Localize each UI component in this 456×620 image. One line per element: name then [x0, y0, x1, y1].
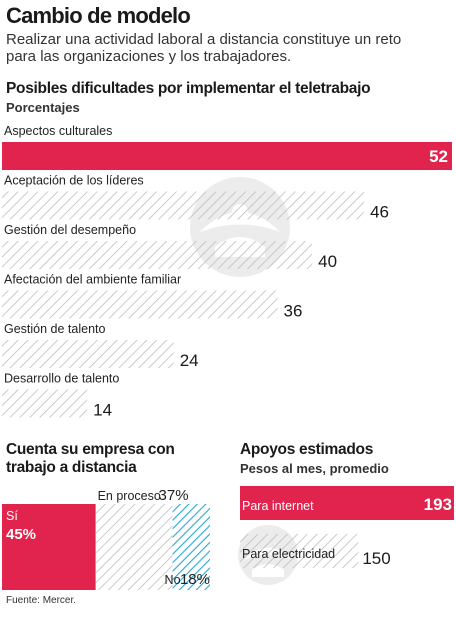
page-subtitle: Realizar una actividad laboral a distanc…	[6, 31, 402, 65]
bar	[2, 340, 174, 368]
share-value-label: 18%	[180, 571, 210, 588]
bar-category-label: Afectación del ambiente familiar	[4, 273, 181, 287]
bar	[2, 142, 452, 170]
share-segment	[172, 504, 210, 590]
source-note: Fuente: Mercer.	[6, 595, 77, 606]
bar	[2, 241, 313, 269]
support-bar	[240, 534, 359, 568]
bar	[2, 389, 88, 418]
bar-value-label: 14	[93, 401, 112, 420]
chart2-title: Cuenta su empresa con trabajo a distanci…	[6, 441, 175, 476]
support-bar	[240, 486, 454, 520]
bar-value-label: 52	[429, 147, 448, 166]
chart1-subtitle: Porcentajes	[6, 100, 80, 115]
share-value-label: 37%	[159, 487, 189, 504]
support-amount-chart: Para internet 193 Para electricidad 150	[240, 486, 454, 568]
support-category-label: Para electricidad	[242, 547, 335, 561]
chart3-subtitle: Pesos al mes, promedio	[240, 461, 389, 476]
support-value-label: 150	[362, 549, 390, 568]
page-title: Cambio de modelo	[6, 3, 191, 28]
support-value-label: 193	[424, 495, 452, 514]
support-category-label: Para internet	[242, 499, 314, 513]
bar-category-label: Aspectos culturales	[4, 124, 112, 138]
bar-category-label: Desarrollo de talento	[4, 372, 119, 386]
bar	[2, 290, 278, 319]
difficulties-bar-chart: Aspectos culturales 52 Aceptación de los l…	[2, 124, 452, 420]
chart1-title: Posibles dificultades por implementar el…	[6, 80, 371, 97]
share-value-label: 45%	[6, 526, 36, 543]
share-segment	[2, 504, 96, 590]
bar	[2, 191, 365, 220]
share-category-label: Sí	[6, 509, 18, 523]
bar-category-label: Aceptación de los líderes	[4, 174, 144, 188]
share-category-label: En proceso	[98, 489, 161, 503]
bar-category-label: Gestión de talento	[4, 322, 106, 336]
chart3-title: Apoyos estimados	[240, 441, 374, 458]
share-segment	[95, 504, 173, 590]
share-category-label: No	[165, 573, 181, 587]
bar-category-label: Gestión del desempeño	[4, 223, 136, 237]
bar-value-label: 36	[284, 302, 303, 321]
bar-value-label: 40	[318, 252, 337, 271]
bar-value-label: 24	[180, 351, 199, 370]
bar-value-label: 46	[370, 203, 389, 222]
